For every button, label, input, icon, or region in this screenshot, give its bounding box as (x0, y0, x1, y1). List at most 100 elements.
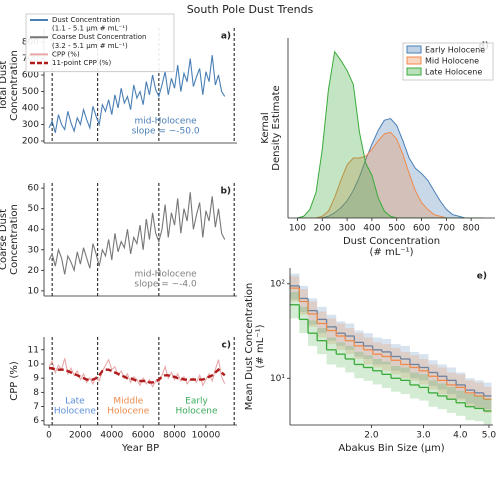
x-tick-label: 8000 (163, 431, 186, 441)
legend-label: Early Holocene (425, 46, 485, 55)
period-label: Late (65, 397, 85, 407)
uncertainty-band (326, 337, 337, 365)
series-line (48, 55, 226, 133)
legend: Early Holocene Mid Holocene Late Holocene (402, 42, 494, 81)
legend-label: Mid Holocene (425, 57, 479, 66)
uncertainty-band (372, 342, 382, 368)
y-axis-label: Concentration (9, 204, 20, 275)
y-tick-label: 6 (33, 416, 39, 426)
panel: 6 7 8 9 10 11 0 2000 4000 6000 8000 10000 CPP (%) Yea… (9, 337, 237, 454)
y-tick-label: 40 (28, 225, 40, 235)
annotation: slope = ~-4.0 (134, 280, 197, 290)
density-line (297, 118, 484, 218)
uncertainty-band (326, 314, 337, 341)
y-axis-label: Kernal (260, 112, 271, 143)
y-tick-label: 200 (22, 137, 39, 147)
series-line (48, 358, 226, 388)
uncertainty-band (372, 337, 382, 365)
uncertainty-band (465, 378, 475, 404)
y-tick-label: 20 (28, 266, 40, 276)
density-area (297, 118, 484, 218)
legend-swatch (406, 67, 422, 76)
figure-title: South Pole Dust Trends (187, 3, 314, 16)
plot-area (48, 28, 235, 143)
x-tick-label: 300 (338, 224, 355, 234)
plot-area (290, 273, 492, 425)
annotation: mid-Holocene (134, 117, 197, 127)
uncertainty-band (428, 364, 438, 390)
annotation: mid-Holocene (134, 270, 197, 280)
x-tick-label: 10000 (192, 431, 221, 441)
legend-swatch (406, 45, 422, 54)
y-tick-label: 50 (28, 204, 40, 214)
legend-box (25, 13, 175, 73)
y-tick-label: 10² (270, 279, 285, 289)
x-tick-label: 2.0 (364, 431, 379, 441)
legend-label: CPP (%) (52, 50, 80, 58)
y-tick-label: 500 (22, 87, 39, 97)
x-tick-label: 500 (388, 224, 405, 234)
plot-area (297, 50, 484, 218)
period-label: Holocene (176, 407, 218, 417)
y-tick-label: 300 (22, 120, 39, 130)
x-tick-label: 600 (413, 224, 430, 234)
y-tick-label: 10¹ (270, 374, 285, 384)
x-axis-label: Abakus Bin Size (μm) (338, 443, 444, 454)
x-tick-label: 4.0 (453, 431, 468, 441)
annotation: slope = ~-50.0 (132, 127, 200, 137)
x-tick-label: 800 (463, 224, 480, 234)
uncertainty-band (363, 337, 373, 365)
panel: 10¹ 10² 2.0 3.0 4.0 5.0 Mean Dust Concentratio… (244, 268, 496, 454)
y-tick-label: 9 (33, 374, 39, 384)
y-tick-label: 60 (28, 184, 40, 194)
x-tick-label: 200 (314, 224, 331, 234)
legend-label: Dust Concentration (52, 16, 120, 24)
x-axis-label: Dust Concentration (343, 236, 440, 247)
y-tick-label: 8 (33, 388, 39, 398)
x-tick-label: 400 (363, 224, 380, 234)
x-axis-label: (# mL⁻¹) (370, 247, 414, 258)
y-axis-label: (# mL⁻¹) (255, 324, 266, 368)
legend-label: 11-point CPP (%) (52, 59, 111, 67)
legend-label: (1.1 - 5.1 μm # mL⁻¹) (52, 25, 128, 33)
panel-label: a) (221, 32, 231, 42)
x-axis-label: Year BP (121, 443, 159, 454)
x-tick-label: 3.0 (416, 431, 431, 441)
y-tick-label: 10 (28, 286, 40, 296)
uncertainty-band (446, 386, 457, 413)
uncertainty-band (290, 276, 300, 302)
period-label: Early (185, 397, 208, 407)
legend: Dust Concentration(1.1 - 5.1 μm # mL⁻¹) C… (25, 13, 175, 73)
legend-box (402, 42, 494, 81)
y-tick-label: 30 (28, 245, 40, 255)
density-area (297, 51, 484, 218)
y-axis-label: Total Dust (0, 61, 9, 112)
uncertainty-band (317, 311, 327, 338)
x-tick-label: 700 (438, 224, 455, 234)
uncertainty-band (290, 273, 300, 300)
uncertainty-band (326, 318, 337, 345)
y-tick-label: 11 (28, 345, 39, 355)
uncertainty-band (419, 358, 429, 385)
panel: 10 20 30 40 50 60 Coarse Dust Concentration b) mi… (0, 183, 237, 297)
density-line (297, 131, 484, 218)
y-tick-label: 400 (22, 104, 39, 114)
uncertainty-band (483, 386, 492, 413)
x-tick-label: 0 (46, 431, 52, 441)
panel-label: b) (220, 187, 231, 197)
plot-area (48, 337, 235, 425)
legend-label: (3.2 - 5.1 μm # mL⁻¹) (52, 42, 128, 50)
period-label: Holocene (107, 407, 149, 417)
x-tick-label: 5.0 (482, 431, 497, 441)
x-tick-label: 100 (289, 224, 306, 234)
y-tick-label: 7 (33, 402, 39, 412)
y-axis-label: Mean Dust Concentration (244, 283, 255, 411)
panel-label: e) (477, 272, 487, 282)
uncertainty-band (372, 358, 382, 385)
y-axis-label: Concentration (9, 50, 20, 121)
y-axis-label: CPP (%) (9, 361, 20, 401)
panel-label: c) (222, 341, 231, 351)
density-line (297, 50, 484, 218)
legend-label: Late Holocene (425, 68, 482, 77)
